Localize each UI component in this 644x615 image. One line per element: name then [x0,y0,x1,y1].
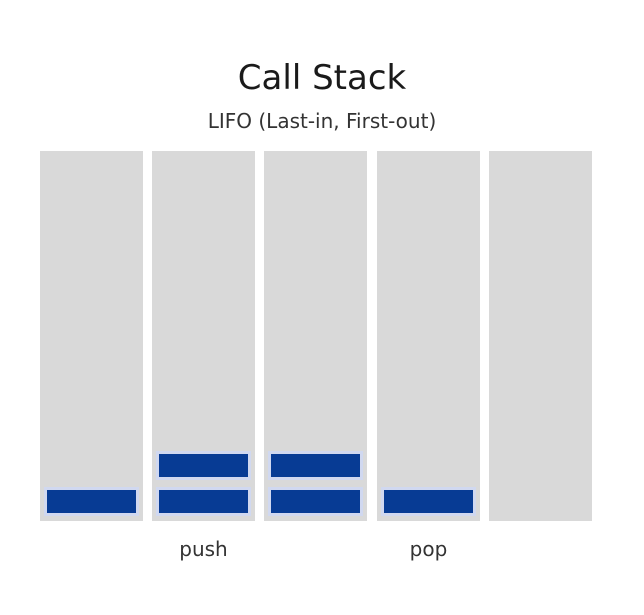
stack-frame [156,487,251,516]
stack-column-2 [152,151,255,521]
stack-column-4 [377,151,480,521]
stack-frame [381,487,476,516]
stack-frame [268,487,363,516]
stack-column-1 [40,151,143,521]
stack-column-5 [489,151,592,521]
diagram-title: Call Stack [237,58,407,98]
column-label-push: push [179,537,228,561]
diagram-subtitle: LIFO (Last-in, First-out) [207,109,437,133]
stack-frame [44,487,139,516]
column-label-pop: pop [409,537,448,561]
stack-frame [268,451,363,480]
stack-column-3 [264,151,367,521]
stack-frame [156,451,251,480]
